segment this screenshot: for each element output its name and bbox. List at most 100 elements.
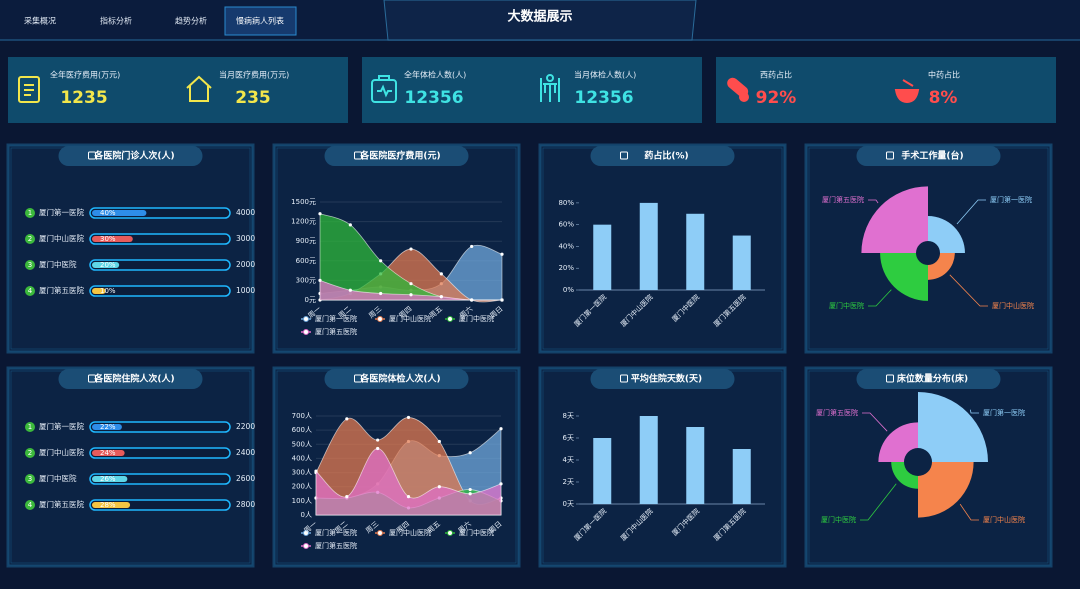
progress-track (89, 259, 231, 271)
rose-slice (891, 462, 918, 489)
legend-label: 厦门中山医院 (389, 314, 431, 323)
rank-number: 3 (28, 475, 32, 483)
y-tick-label: 6天 (563, 434, 574, 442)
stat-label: 全年体检人数(人) (404, 70, 466, 80)
bar (732, 449, 751, 504)
legend-label: 厦门第一医院 (315, 314, 357, 323)
progress-fill (92, 236, 133, 242)
panel-title-icon (620, 151, 628, 160)
icon-pulse (377, 75, 392, 98)
stat-label: 西药占比 (760, 70, 792, 80)
rank-badge (25, 208, 35, 218)
icon-house (186, 75, 212, 102)
hospital-name: 厦门中医院 (39, 259, 77, 269)
rose-slice (861, 186, 928, 253)
panel-title-pill (590, 369, 735, 389)
y-tick-label: 0元 (305, 296, 316, 304)
leader-line (956, 199, 986, 225)
legend-label: 厦门第五医院 (315, 541, 357, 550)
legend-marker (303, 329, 309, 335)
hospital-name: 厦门第五医院 (39, 499, 84, 509)
progress-label: 40% (100, 209, 116, 217)
y-tick-label: 0人 (301, 511, 312, 519)
legend-label: 厦门中医院 (459, 528, 494, 537)
panel-title: 各医院体检人次(人) (359, 373, 440, 385)
point (345, 417, 349, 421)
point (499, 482, 503, 486)
y-tick-label: 600元 (296, 257, 316, 265)
y-tick-label: 80% (558, 199, 574, 207)
rank-number: 1 (28, 423, 32, 431)
leader-line (860, 483, 897, 521)
nav-tab[interactable]: 指标分析 (100, 16, 132, 26)
panel-title: 药占比(%) (644, 150, 688, 162)
legend-label: 厦门中医院 (459, 314, 494, 323)
slice-label: 厦门第一医院 (990, 195, 1032, 204)
stat-icons (18, 75, 212, 103)
stat-box (8, 57, 348, 123)
rank-badge (25, 234, 35, 244)
panel-title-icon (354, 374, 362, 383)
progress-label: 20% (100, 261, 116, 269)
legend-label: 厦门第五医院 (315, 327, 357, 336)
panel-title-pill (58, 369, 203, 389)
slice-label: 厦门中山医院 (983, 515, 1025, 524)
progress-track (89, 447, 231, 459)
rose-slice (928, 216, 965, 253)
point (409, 282, 413, 286)
point (318, 278, 322, 282)
progress-value: 2600 (236, 474, 255, 483)
point (348, 223, 352, 227)
progress-label: 30% (100, 235, 116, 243)
legend-marker (303, 543, 309, 549)
panel-title: 各医院医疗费用(元) (359, 150, 440, 162)
panel-title: 各医院门诊人次(人) (93, 150, 174, 162)
slice-label: 厦门中山医院 (992, 301, 1034, 310)
rank-number: 1 (28, 209, 32, 217)
title-plate (383, 0, 697, 41)
y-tick-label: 8天 (563, 412, 574, 420)
point (406, 415, 411, 420)
page-title: 大数据展示 (507, 9, 572, 25)
stat-value: 92% (756, 88, 797, 108)
leader-line (969, 409, 979, 414)
panel-glow (6, 143, 255, 354)
legend-label: 厦门中山医院 (389, 528, 431, 537)
hospital-name: 厦门第一医院 (39, 207, 84, 217)
rose-slice (918, 462, 974, 518)
point (468, 451, 472, 455)
progress-value: 3000 (236, 234, 255, 243)
bar (639, 416, 658, 504)
progress-value: 4000 (236, 208, 255, 217)
panel-title-pill (58, 146, 203, 166)
rose-slice (878, 422, 918, 462)
panel-title-pill (324, 369, 469, 389)
rank-badge (25, 260, 35, 270)
nav-tab[interactable]: 慢病病人列表 (236, 16, 284, 26)
stat-icons (371, 74, 560, 103)
rank-number: 3 (28, 261, 32, 269)
progress-fill (92, 424, 122, 430)
progress-track (89, 421, 231, 433)
panel-title-icon (620, 374, 628, 383)
leader-line (949, 274, 988, 307)
nav-tab[interactable]: 趋势分析 (175, 16, 207, 26)
progress-label: 10% (100, 287, 116, 295)
stat-label: 全年医疗费用(万元) (50, 70, 120, 80)
nav-tab[interactable]: 采集概况 (24, 16, 56, 26)
point (376, 446, 380, 451)
point (437, 439, 441, 444)
legend-marker (303, 530, 309, 536)
point (409, 293, 413, 297)
panel-title-pill (590, 146, 735, 166)
y-tick-label: 1500元 (291, 198, 316, 206)
y-tick-label: 0% (563, 286, 574, 294)
progress-track (89, 285, 231, 297)
y-tick-label: 700人 (292, 412, 312, 420)
y-tick-label: 600人 (292, 426, 312, 434)
panel-title: 各医院住院人次(人) (93, 373, 174, 385)
